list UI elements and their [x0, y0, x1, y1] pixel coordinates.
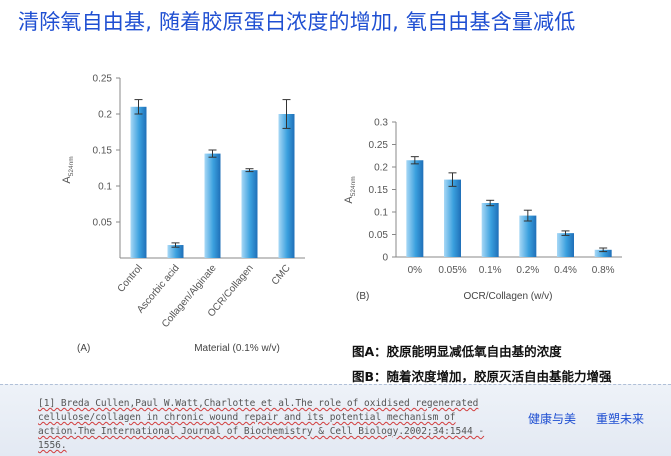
panel-label: (A) [77, 343, 90, 354]
y-tick-label: 0.1 [374, 208, 388, 219]
y-axis-label: A524nm [61, 156, 75, 183]
x-tick-label: 0% [408, 265, 423, 276]
panel-label: (B) [356, 291, 369, 302]
page-title: 清除氧自由基, 随着胶原蛋白浓度的增加, 氧自由基含量减低 [18, 10, 576, 34]
y-tick-label: 0.3 [374, 118, 388, 129]
bar [557, 233, 574, 257]
x-axis-label: OCR/Collagen (w/v) [464, 291, 553, 302]
bar [481, 203, 499, 257]
footer-divider [0, 384, 671, 385]
bar [167, 245, 184, 258]
x-tick-label: 0.05% [438, 265, 466, 276]
y-tick-label: 0.2 [374, 163, 388, 174]
y-axis-label: A524nm [343, 176, 357, 203]
y-tick-label: 0.05 [369, 230, 389, 241]
y-tick-label: 0.1 [98, 182, 112, 193]
x-tick-label: 0.1% [479, 265, 502, 276]
reference-text: [1] Breda Cullen,Paul W.Watt,Charlotte e… [38, 398, 485, 451]
reference-citation: [1] Breda Cullen,Paul W.Watt,Charlotte e… [38, 397, 514, 453]
x-tick-label: 0.8% [592, 265, 615, 276]
bar [241, 170, 258, 258]
bar [130, 106, 147, 258]
bar [594, 249, 612, 257]
x-tick-label: 0.2% [516, 265, 539, 276]
bar [519, 215, 537, 257]
bar [444, 179, 461, 257]
y-tick-label: 0 [382, 253, 388, 264]
chart-b: 0 0.05 0.1 0.15 0.2 0.25 0.3 0% 0.05% 0.1% 0.2% 0.4… [343, 118, 622, 302]
y-tick-label: 0.25 [93, 74, 113, 85]
bar [204, 153, 221, 258]
footer-bar [0, 384, 671, 456]
brand-right: 重塑未来 [596, 412, 645, 426]
brand-left: 健康与美 [528, 412, 577, 426]
y-tick-label: 0.2 [98, 110, 112, 121]
x-tick-label: Control [116, 263, 145, 295]
y-tick-label: 0.05 [93, 218, 113, 229]
note-a: 图A：胶原能明显减低氧自由基的浓度 [352, 344, 562, 359]
bar [406, 160, 424, 257]
x-axis-label: Material (0.1% w/v) [194, 343, 280, 354]
bar [278, 114, 295, 258]
y-tick-label: 0.15 [93, 146, 113, 157]
y-tick-label: 0.15 [369, 185, 389, 196]
x-tick-label: CMC [270, 263, 293, 288]
note-b: 图B：随着浓度增加，胶原灭活自由基能力增强 [352, 369, 612, 384]
y-tick-label: 0.25 [369, 140, 389, 151]
x-tick-label: 0.4% [554, 265, 577, 276]
